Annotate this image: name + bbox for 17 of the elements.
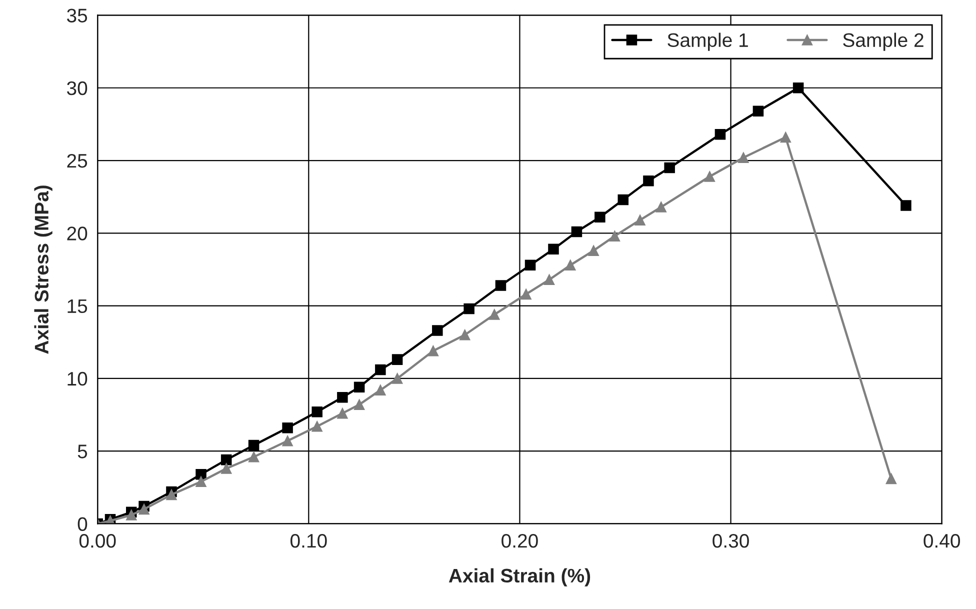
x-axis-title: Axial Strain (%) — [448, 568, 590, 586]
legend-label: Sample 1 — [668, 32, 748, 51]
y-tick-label: 20 — [67, 226, 88, 240]
y-tick-label: 15 — [68, 299, 88, 314]
y-tick-label: 10 — [68, 372, 88, 386]
y-tick-label: 35 — [66, 8, 88, 22]
y-tick-label: 0 — [78, 517, 88, 531]
y-tick-label: 5 — [78, 444, 88, 458]
y-tick-label: 25 — [67, 154, 88, 168]
x-tick-label: 0.20 — [502, 534, 538, 548]
y-axis-title: Axial Stress (MPa) — [34, 186, 52, 354]
legend-label: Sample 2 — [843, 32, 924, 51]
y-tick-label: 30 — [66, 81, 88, 96]
x-tick-label: 0.00 — [79, 534, 116, 548]
x-tick-label: 0.30 — [712, 534, 749, 548]
x-tick-label: 0.10 — [290, 534, 327, 548]
x-tick-label: 0.40 — [924, 534, 960, 548]
